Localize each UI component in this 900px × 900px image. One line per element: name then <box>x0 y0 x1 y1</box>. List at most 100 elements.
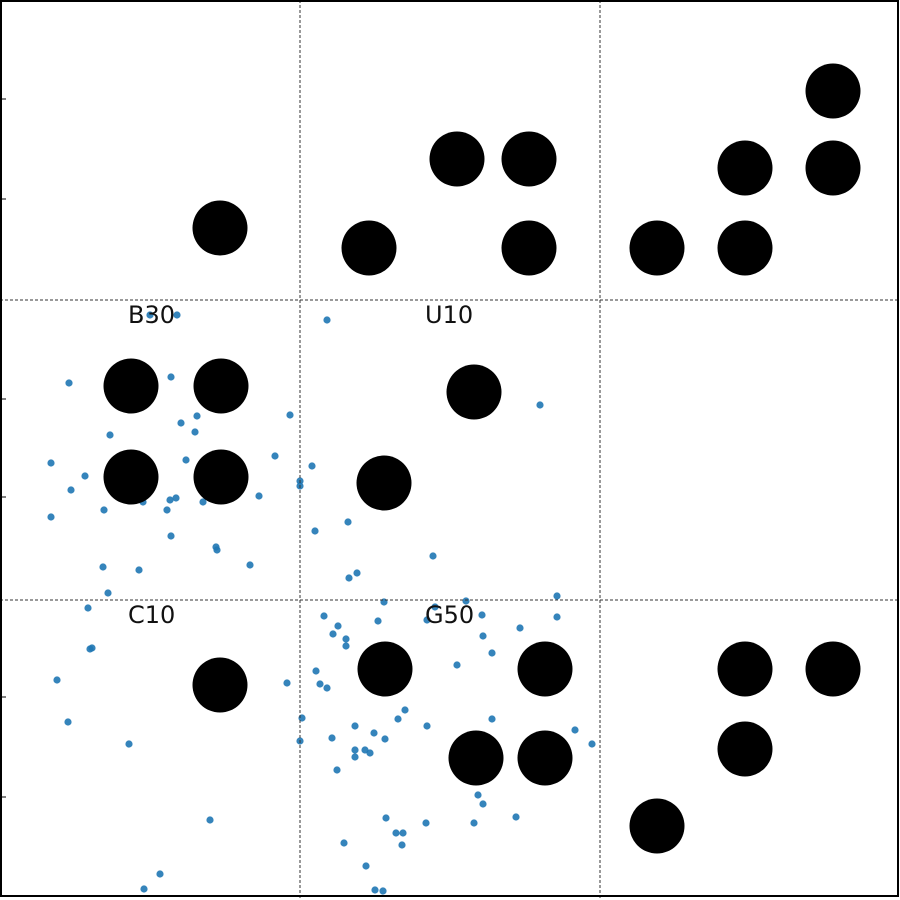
scatter-point <box>379 887 387 895</box>
scatter-point <box>488 649 496 657</box>
scatter-point <box>374 617 382 625</box>
disc <box>717 220 773 276</box>
scatter-point <box>308 462 316 470</box>
scatter-point <box>53 676 61 684</box>
scatter-point <box>370 729 378 737</box>
scatter-point <box>423 616 431 624</box>
scatter-point <box>351 722 359 730</box>
cell-label: U10 <box>425 301 473 329</box>
disc <box>341 220 397 276</box>
disc <box>517 641 573 697</box>
scatter-point <box>380 598 388 606</box>
scatter-point <box>140 885 148 893</box>
scatter-point <box>125 740 133 748</box>
scatter-point <box>173 311 181 319</box>
disc <box>501 131 557 187</box>
scatter-point <box>516 624 524 632</box>
scatter-point <box>344 518 352 526</box>
scatter-point <box>65 379 73 387</box>
scatter-point <box>167 532 175 540</box>
scatter-point <box>371 886 379 894</box>
scatter-point <box>479 800 487 808</box>
scatter-point <box>191 428 199 436</box>
disc <box>192 200 248 256</box>
disc <box>429 131 485 187</box>
scatter-point <box>47 513 55 521</box>
scatter-point <box>334 622 342 630</box>
cell-label: G50 <box>425 601 474 629</box>
scatter-point <box>431 603 439 611</box>
disc <box>103 449 159 505</box>
scatter-point <box>470 819 478 827</box>
disc <box>717 140 773 196</box>
scatter-point <box>462 597 470 605</box>
scatter-point <box>478 611 486 619</box>
scatter-point <box>47 459 55 467</box>
scatter-layer <box>47 311 596 895</box>
scatter-point <box>271 452 279 460</box>
disc <box>717 721 773 777</box>
scatter-point <box>422 819 430 827</box>
disc-layer <box>103 63 861 854</box>
scatter-point <box>553 592 561 600</box>
scatter-point <box>353 569 361 577</box>
scatter-point <box>81 472 89 480</box>
scatter-point <box>316 680 324 688</box>
scatter-point <box>166 496 174 504</box>
scatter-point <box>328 734 336 742</box>
scatter-point <box>423 722 431 730</box>
scatter-point <box>588 740 596 748</box>
scatter-point <box>104 589 112 597</box>
disc <box>193 449 249 505</box>
scatter-point <box>311 527 319 535</box>
scatter-point <box>488 715 496 723</box>
disc <box>448 730 504 786</box>
cell-label: C10 <box>128 601 175 629</box>
scatter-point <box>88 644 96 652</box>
scatter-point <box>323 684 331 692</box>
scatter-point <box>342 642 350 650</box>
scatter-point <box>298 714 306 722</box>
disc <box>446 364 502 420</box>
scatter-point <box>394 715 402 723</box>
scatter-point <box>323 316 331 324</box>
scatter-point <box>255 492 263 500</box>
scatter-point <box>399 829 407 837</box>
scatter-point <box>206 816 214 824</box>
label-layer: B30 U10 C10 G50 <box>128 301 474 629</box>
scatter-point <box>100 506 108 514</box>
scatter-point <box>536 401 544 409</box>
disc <box>805 641 861 697</box>
scatter-point <box>342 635 350 643</box>
scatter-point <box>479 632 487 640</box>
disc <box>103 358 159 414</box>
scatter-point <box>366 749 374 757</box>
disc <box>356 455 412 511</box>
scatter-point <box>340 839 348 847</box>
scatter-point <box>453 661 461 669</box>
disc <box>805 140 861 196</box>
disc <box>192 657 248 713</box>
scatter-point <box>135 566 143 574</box>
scatter-point <box>84 604 92 612</box>
scatter-point <box>163 506 171 514</box>
scatter-point <box>106 431 114 439</box>
disc <box>357 641 413 697</box>
scatter-point <box>512 813 520 821</box>
scatter-point <box>246 561 254 569</box>
scatter-point <box>381 735 389 743</box>
scatter-point <box>571 726 579 734</box>
scatter-point <box>67 486 75 494</box>
scatter-point <box>156 870 164 878</box>
scatter-point <box>351 746 359 754</box>
disc <box>517 730 573 786</box>
disc <box>717 641 773 697</box>
scatter-point <box>177 419 185 427</box>
scatter-point <box>351 753 359 761</box>
scatter-point <box>283 679 291 687</box>
scatter-point <box>398 841 406 849</box>
scatter-point <box>474 791 482 799</box>
scatter-point <box>199 498 207 506</box>
